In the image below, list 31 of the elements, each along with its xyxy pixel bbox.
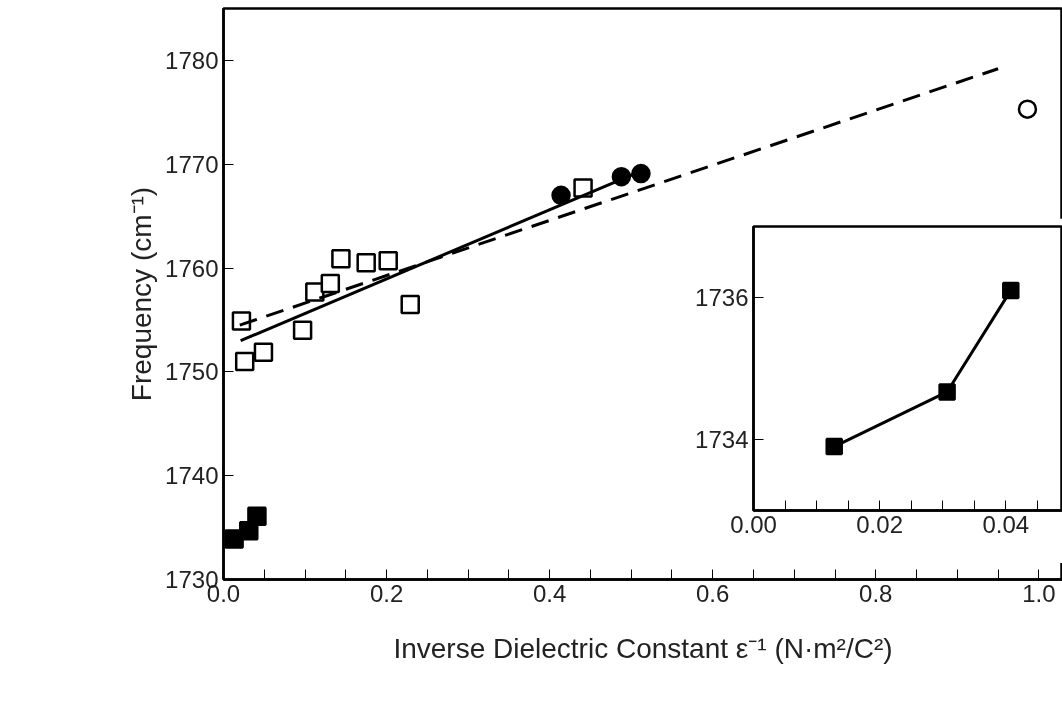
point bbox=[253, 342, 274, 362]
point bbox=[234, 351, 255, 372]
point bbox=[320, 273, 341, 294]
point bbox=[356, 253, 376, 273]
x-tick-label: 0.8 bbox=[859, 579, 893, 607]
y-tick-label: 1734 bbox=[695, 426, 749, 453]
point bbox=[400, 294, 420, 315]
x-tick-label: 0.04 bbox=[982, 510, 1030, 538]
x-axis-title: Inverse Dielectric Constant ε⁻¹ (N·m²/C²) bbox=[393, 632, 893, 664]
point bbox=[1017, 99, 1038, 119]
y-tick-label: 1770 bbox=[165, 150, 219, 178]
x-tick-label: 0.2 bbox=[369, 579, 404, 607]
point bbox=[331, 248, 351, 269]
y-tick-label: 1736 bbox=[695, 284, 749, 311]
x-tick-label: 0.4 bbox=[532, 579, 567, 607]
y-tick-label: 1750 bbox=[165, 358, 219, 386]
y-tick-label: 1760 bbox=[165, 254, 219, 282]
point bbox=[247, 506, 267, 526]
point bbox=[825, 437, 843, 456]
x-tick-label: 0.00 bbox=[730, 510, 777, 538]
y-tick-label: 1740 bbox=[165, 462, 219, 490]
x-tick-label: 0.6 bbox=[696, 579, 730, 607]
point bbox=[378, 251, 398, 271]
point bbox=[1002, 281, 1020, 300]
point bbox=[551, 185, 571, 206]
point bbox=[292, 320, 313, 341]
y-axis-title: Frequency (cm⁻¹) bbox=[126, 186, 158, 402]
point bbox=[938, 383, 956, 401]
x-tick-label: 1.0 bbox=[1022, 579, 1056, 607]
y-tick-label: 1780 bbox=[165, 46, 219, 74]
x-tick-label: 0.02 bbox=[856, 510, 903, 538]
